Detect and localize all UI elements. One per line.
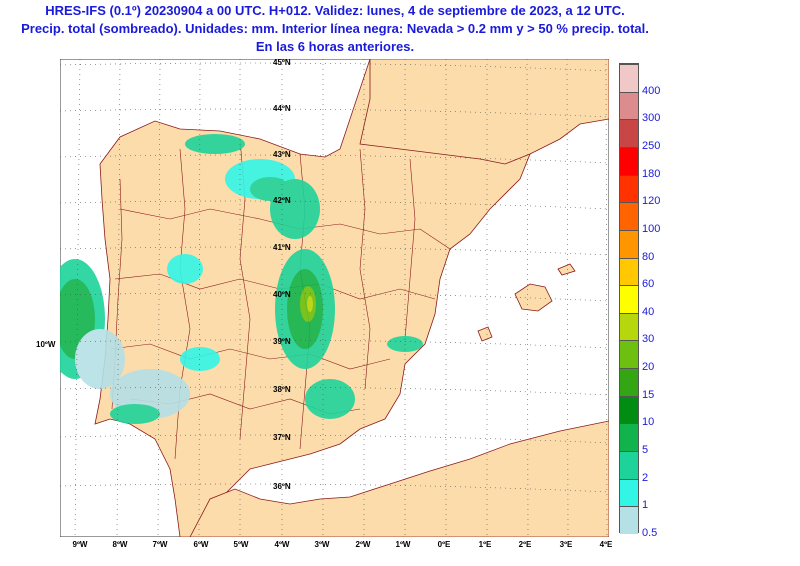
lon-label-8w: 8ºW	[112, 540, 128, 549]
colorbar-cell	[620, 285, 638, 313]
lat-label-39: 39ºN	[273, 337, 291, 346]
colorbar-cell	[620, 229, 638, 258]
colorbar-cell	[620, 146, 638, 175]
lat-label-45: 45ºN	[273, 58, 291, 67]
lon-label-4e: 4ºE	[599, 540, 613, 549]
colorbar-cell	[620, 202, 638, 230]
province-borders	[109, 138, 451, 460]
map-title-line-1: HRES-IFS (0.1º) 20230904 a 00 UTC. H+012…	[45, 3, 625, 18]
land-africa	[189, 420, 609, 537]
map-title-line-2: Precip. total (sombreado). Unidades: mm.…	[21, 21, 649, 36]
precipitation-colorbar	[619, 63, 639, 534]
land-menorca	[557, 263, 576, 276]
colorbar-label: 60	[642, 278, 655, 291]
colorbar-label: 80	[642, 250, 655, 263]
land-france	[359, 59, 609, 165]
colorbar-cell	[620, 395, 638, 424]
lon-label-5w: 5ºW	[233, 540, 249, 549]
lon-label-3e: 3ºE	[559, 540, 573, 549]
colorbar-cell	[620, 423, 638, 452]
lon-label-2w: 2ºW	[355, 540, 371, 549]
colorbar-label: 5	[642, 444, 649, 457]
colorbar-label: 180	[642, 167, 661, 180]
colorbar-label: 10	[642, 416, 655, 429]
lat-label-36: 36ºN	[273, 482, 291, 491]
colorbar-label: 250	[642, 139, 661, 152]
land-ibiza	[477, 326, 493, 342]
colorbar-cell	[620, 119, 638, 147]
precipitation-map	[60, 59, 609, 537]
lon-label-6w: 6ºW	[193, 540, 209, 549]
colorbar-cell	[620, 506, 638, 534]
lat-label-41: 41ºN	[273, 243, 291, 252]
colorbar-cell	[620, 174, 638, 203]
colorbar-cell	[620, 368, 638, 396]
lon-label-4w: 4ºW	[274, 540, 290, 549]
lat-label-40: 40ºN	[273, 290, 291, 299]
lon-label-3w: 3ºW	[314, 540, 330, 549]
precipitation-shading	[60, 134, 423, 424]
land-iberia	[94, 59, 609, 537]
colorbar-label: 300	[642, 112, 661, 125]
colorbar-label: 1	[642, 499, 649, 512]
lon-label-9w: 9ºW	[72, 540, 88, 549]
colorbar-label: 2	[642, 471, 649, 484]
colorbar-cell	[620, 257, 638, 286]
colorbar-cell	[620, 64, 638, 92]
colorbar-cell	[620, 91, 638, 120]
colorbar-cell	[620, 451, 638, 479]
lon-label-2e: 2ºE	[518, 540, 532, 549]
colorbar-label: 120	[642, 195, 661, 208]
lat-label-43: 43ºN	[273, 150, 291, 159]
colorbar-cell	[620, 478, 638, 507]
lon-label-1w: 1ºW	[395, 540, 411, 549]
colorbar-cell	[620, 312, 638, 341]
colorbar-cell	[620, 340, 638, 369]
map-title-line-3: En las 6 horas anteriores.	[255, 39, 415, 54]
colorbar-label: 20	[642, 361, 655, 374]
colorbar-label: 30	[642, 333, 655, 346]
colorbar-label: 400	[642, 84, 661, 97]
lat-label-37: 37ºN	[273, 433, 291, 442]
lon-side-label: 10ºW	[36, 340, 56, 349]
colorbar-label: 15	[642, 388, 655, 401]
lon-label-7w: 7ºW	[152, 540, 168, 549]
lat-label-38: 38ºN	[273, 385, 291, 394]
lat-label-42: 42ºN	[273, 196, 291, 205]
land-mallorca	[514, 283, 553, 312]
colorbar-label: 0.5	[642, 527, 658, 539]
colorbar-label: 100	[642, 222, 661, 235]
lon-label-1e: 1ºE	[478, 540, 492, 549]
lon-label-0e: 0ºE	[437, 540, 451, 549]
lat-label-44: 44ºN	[273, 104, 291, 113]
colorbar-label: 40	[642, 305, 655, 318]
